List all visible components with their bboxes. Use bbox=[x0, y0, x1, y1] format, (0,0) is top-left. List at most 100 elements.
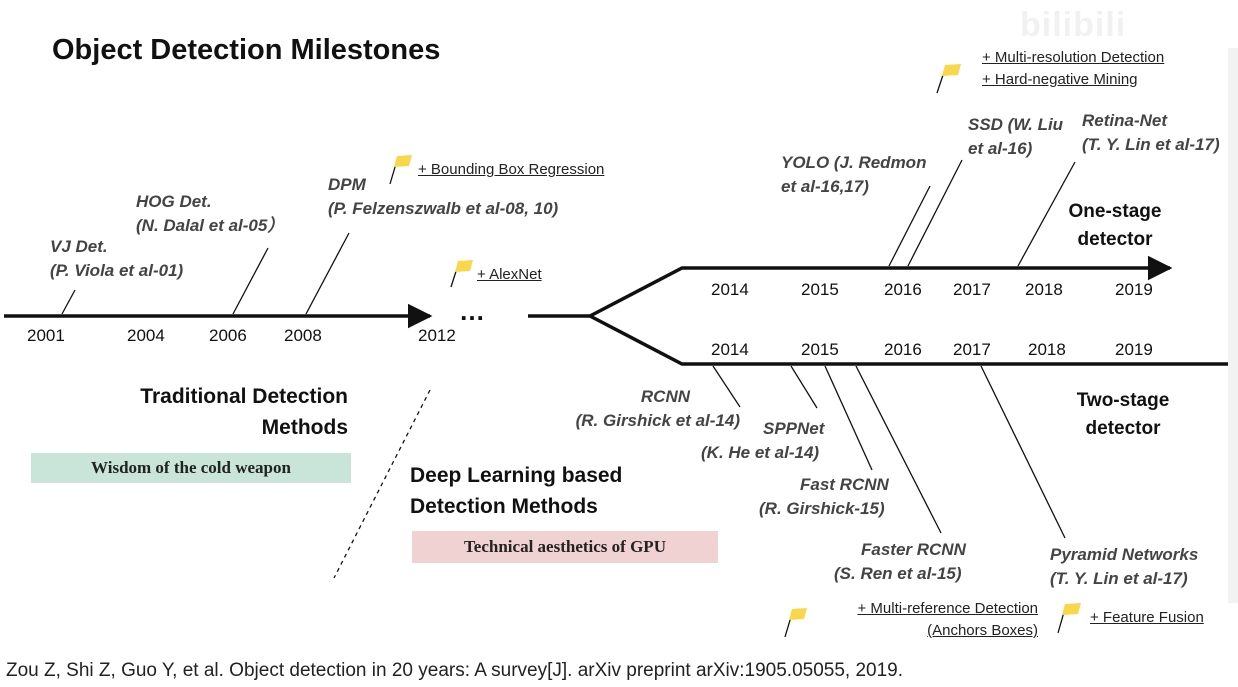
citation: Zou Z, Shi Z, Guo Y, et al. Object detec… bbox=[6, 660, 904, 681]
year-label: 2008 bbox=[284, 326, 322, 345]
year-label: 2016 bbox=[884, 280, 922, 299]
year-label: 2016 bbox=[884, 340, 922, 359]
flag-icon bbox=[784, 608, 807, 638]
watermark: bilibili bbox=[1020, 6, 1127, 44]
milestone-authors: et al-16) bbox=[968, 139, 1033, 158]
year-label: 2015 bbox=[801, 280, 839, 299]
year-label: 2014 bbox=[711, 280, 749, 299]
milestone-vj: VJ Det. (P. Viola et al-01) bbox=[50, 235, 183, 283]
milestone-retinanet: Retina-Net (T. Y. Lin et al-17) bbox=[1082, 109, 1220, 157]
tagline: Technical aesthetics of GPU bbox=[464, 537, 666, 556]
year-label: 2018 bbox=[1025, 280, 1063, 299]
detector-label-line: detector bbox=[1077, 229, 1153, 250]
feature-label: + Bounding Box Regression bbox=[418, 161, 605, 178]
fast-rcnn-leader bbox=[824, 365, 873, 471]
milestone-name: Faster RCNN bbox=[861, 540, 966, 559]
milestone-authors: (T. Y. Lin et al-17) bbox=[1050, 569, 1188, 588]
flag-icon bbox=[936, 64, 961, 94]
ssd-leader bbox=[907, 159, 963, 267]
milestone-name: Fast RCNN bbox=[800, 475, 889, 494]
milestone-fpn: Pyramid Networks (T. Y. Lin et al-17) bbox=[1050, 543, 1198, 591]
year-label: 2017 bbox=[953, 340, 991, 359]
feature-label: + Hard-negative Mining bbox=[982, 71, 1138, 88]
year-label: 2019 bbox=[1115, 280, 1153, 299]
year-label: 2012 bbox=[418, 326, 456, 345]
milestone-authors: (R. Girshick et al-14) bbox=[575, 411, 740, 430]
heading-line: Methods bbox=[261, 416, 348, 439]
milestone-dpm: DPM (P. Felzenszwalb et al-08, 10) bbox=[328, 173, 558, 221]
feature-list: + Multi-reference Detection (Anchors Box… bbox=[820, 598, 1039, 642]
year-label: 2018 bbox=[1028, 340, 1066, 359]
heading-line: Detection Methods bbox=[410, 495, 598, 518]
milestone-hog: HOG Det. (N. Dalal et al-05） bbox=[136, 190, 284, 238]
milestone-faster-rcnn: Faster RCNN (S. Ren et al-15) bbox=[834, 538, 966, 586]
milestone-authors: (S. Ren et al-15) bbox=[834, 564, 962, 583]
deep-learning-tagline-box: Technical aesthetics of GPU bbox=[412, 531, 718, 563]
two-stage-label: Two-stage detector bbox=[1064, 387, 1182, 443]
traditional-tagline-box: Wisdom of the cold weapon bbox=[31, 453, 351, 483]
milestone-name: Pyramid Networks bbox=[1050, 545, 1199, 564]
milestone-authors: (T. Y. Lin et al-17) bbox=[1082, 135, 1220, 154]
milestone-rcnn: RCNN (R. Girshick et al-14) bbox=[562, 385, 740, 433]
year-label: 2001 bbox=[27, 326, 65, 345]
milestone-name: RCNN bbox=[640, 387, 690, 406]
year-label: 2004 bbox=[127, 326, 165, 345]
flag-icon bbox=[389, 155, 412, 185]
fpn-leader bbox=[980, 365, 1066, 539]
year-label: 2014 bbox=[711, 340, 749, 359]
dpm-leader bbox=[305, 232, 350, 315]
timeline-ellipsis: … bbox=[459, 296, 485, 326]
page-title: Object Detection Milestones bbox=[52, 34, 441, 66]
rcnn-leader bbox=[712, 365, 741, 408]
milestone-sppnet: SPPNet (K. He et al-14) bbox=[701, 417, 824, 465]
hog-leader bbox=[232, 247, 269, 315]
milestone-name: SSD (W. Liu bbox=[968, 115, 1064, 134]
feature-label: + Feature Fusion bbox=[1090, 609, 1204, 626]
milestone-ssd: SSD (W. Liu et al-16) bbox=[968, 113, 1063, 161]
detector-label-line: detector bbox=[1085, 418, 1161, 439]
retina-leader bbox=[1017, 161, 1076, 267]
yolo-leader bbox=[888, 185, 931, 267]
milestone-authors: (K. He et al-14) bbox=[701, 443, 820, 462]
milestone-name: DPM bbox=[328, 175, 366, 194]
milestone-name: YOLO (J. Redmon bbox=[781, 153, 927, 172]
detector-label-line: Two-stage bbox=[1076, 390, 1170, 411]
heading-line: Deep Learning based bbox=[410, 464, 623, 487]
milestone-name: Retina-Net bbox=[1082, 111, 1168, 130]
faster-rcnn-leader bbox=[855, 365, 942, 534]
sppnet-leader bbox=[790, 365, 818, 409]
feature-label: (Anchors Boxes) bbox=[927, 622, 1038, 639]
flag-icon bbox=[450, 260, 473, 288]
year-label: 2019 bbox=[1115, 340, 1153, 359]
milestone-authors: (P. Felzenszwalb et al-08, 10) bbox=[328, 199, 559, 218]
deep-learning-heading: Deep Learning based Detection Methods bbox=[410, 460, 622, 522]
year-label: 2017 bbox=[953, 280, 991, 299]
two-stage-branch bbox=[589, 314, 1238, 366]
heading-line: Traditional Detection bbox=[140, 385, 348, 408]
slide-edge-shadow bbox=[1228, 48, 1238, 603]
feature-label: + Multi-resolution Detection bbox=[982, 49, 1165, 66]
milestone-name: VJ Det. bbox=[50, 237, 108, 256]
milestone-authors: et al-16,17) bbox=[781, 177, 869, 196]
year-label: 2015 bbox=[801, 340, 839, 359]
milestone-authors: (R. Girshick-15) bbox=[759, 499, 885, 518]
era-divider bbox=[333, 389, 431, 579]
milestone-authors: (P. Viola et al-01) bbox=[50, 261, 184, 280]
milestone-fast-rcnn: Fast RCNN (R. Girshick-15) bbox=[759, 473, 889, 521]
detector-label-line: One-stage bbox=[1068, 201, 1162, 222]
one-stage-branch bbox=[589, 255, 1173, 318]
milestone-authors: (N. Dalal et al-05） bbox=[136, 216, 285, 235]
vj-leader bbox=[61, 289, 76, 315]
milestone-yolo: YOLO (J. Redmon et al-16,17) bbox=[781, 151, 926, 199]
year-label: 2006 bbox=[209, 326, 247, 345]
traditional-heading: Traditional Detection Methods bbox=[90, 381, 348, 443]
one-stage-label: One-stage detector bbox=[1056, 198, 1174, 254]
feature-list: + Multi-resolution Detection + Hard-nega… bbox=[982, 47, 1164, 91]
milestone-name: SPPNet bbox=[763, 419, 825, 438]
feature-label: + Multi-reference Detection bbox=[857, 600, 1039, 617]
milestone-name: HOG Det. bbox=[136, 192, 212, 211]
tagline: Wisdom of the cold weapon bbox=[91, 458, 291, 477]
flag-icon bbox=[1057, 603, 1081, 634]
feature-label: + AlexNet bbox=[477, 266, 542, 283]
